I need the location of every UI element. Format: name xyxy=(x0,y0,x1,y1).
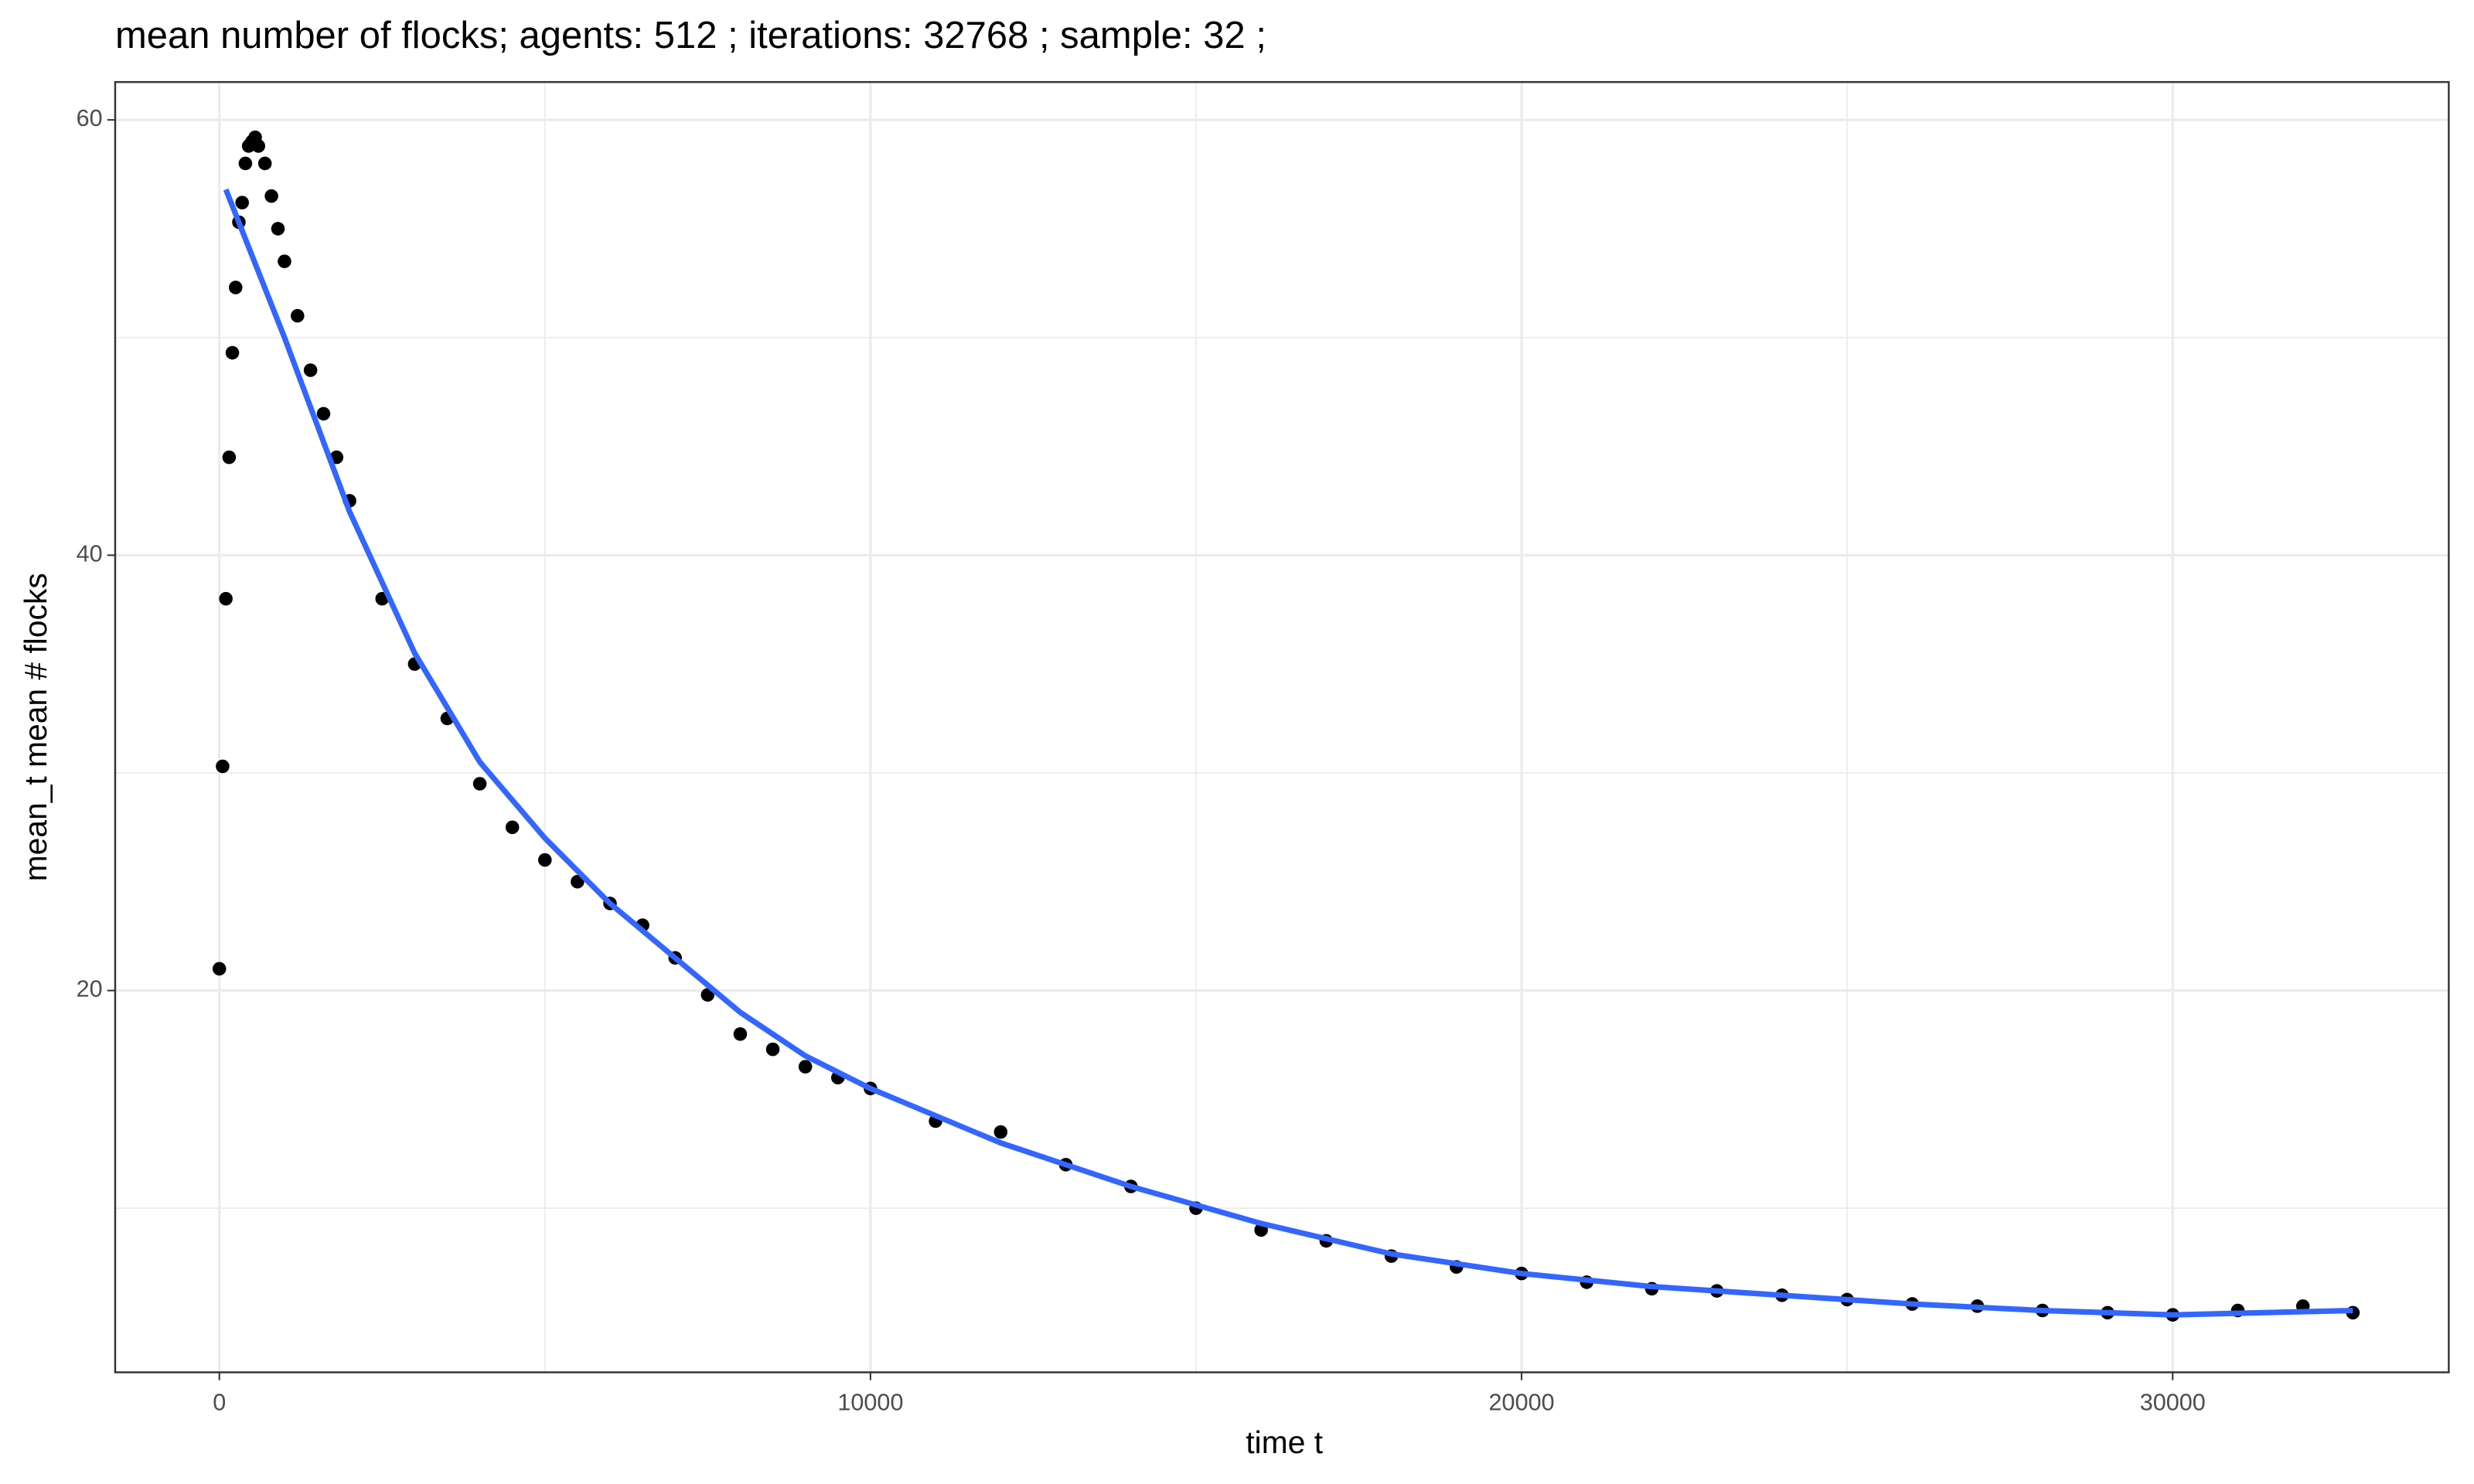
data-point xyxy=(257,156,272,171)
data-point xyxy=(303,363,318,377)
data-point xyxy=(238,156,253,171)
x-tick-label: 20000 xyxy=(1489,1389,1555,1415)
data-point xyxy=(264,189,278,203)
y-tick-label: 60 xyxy=(77,105,103,131)
data-point xyxy=(733,1027,748,1041)
plot-border xyxy=(114,80,2450,1373)
trend-line xyxy=(223,188,2353,1318)
data-point xyxy=(216,759,230,774)
x-tick-label: 30000 xyxy=(2140,1389,2206,1415)
data-point xyxy=(291,308,305,323)
data-point xyxy=(472,777,487,791)
data-point xyxy=(251,139,266,153)
data-point xyxy=(538,853,552,867)
data-point xyxy=(765,1042,780,1057)
chart-title: mean number of flocks; agents: 512 ; ite… xyxy=(115,15,1266,56)
data-point xyxy=(571,874,584,889)
y-axis-label: mean_t mean # flocks xyxy=(18,573,53,881)
data-point xyxy=(505,820,520,835)
data-point xyxy=(225,345,240,360)
data-point xyxy=(316,407,331,421)
data-point xyxy=(219,591,233,606)
x-tick-label: 10000 xyxy=(837,1389,903,1415)
plot-area: 0 10000 20000 30000 20 40 60 xyxy=(77,80,2450,1415)
y-tick-label: 40 xyxy=(77,540,103,567)
data-point xyxy=(993,1125,1008,1139)
data-point xyxy=(229,281,243,294)
y-tick-label: 20 xyxy=(77,976,103,1002)
data-point xyxy=(271,222,285,236)
x-axis-label: time t xyxy=(1246,1424,1323,1460)
x-tick-label: 0 xyxy=(213,1389,226,1415)
data-point xyxy=(278,254,291,268)
data-point xyxy=(222,450,237,465)
data-point xyxy=(212,962,227,976)
data-point xyxy=(235,196,249,209)
data-point xyxy=(798,1060,813,1074)
